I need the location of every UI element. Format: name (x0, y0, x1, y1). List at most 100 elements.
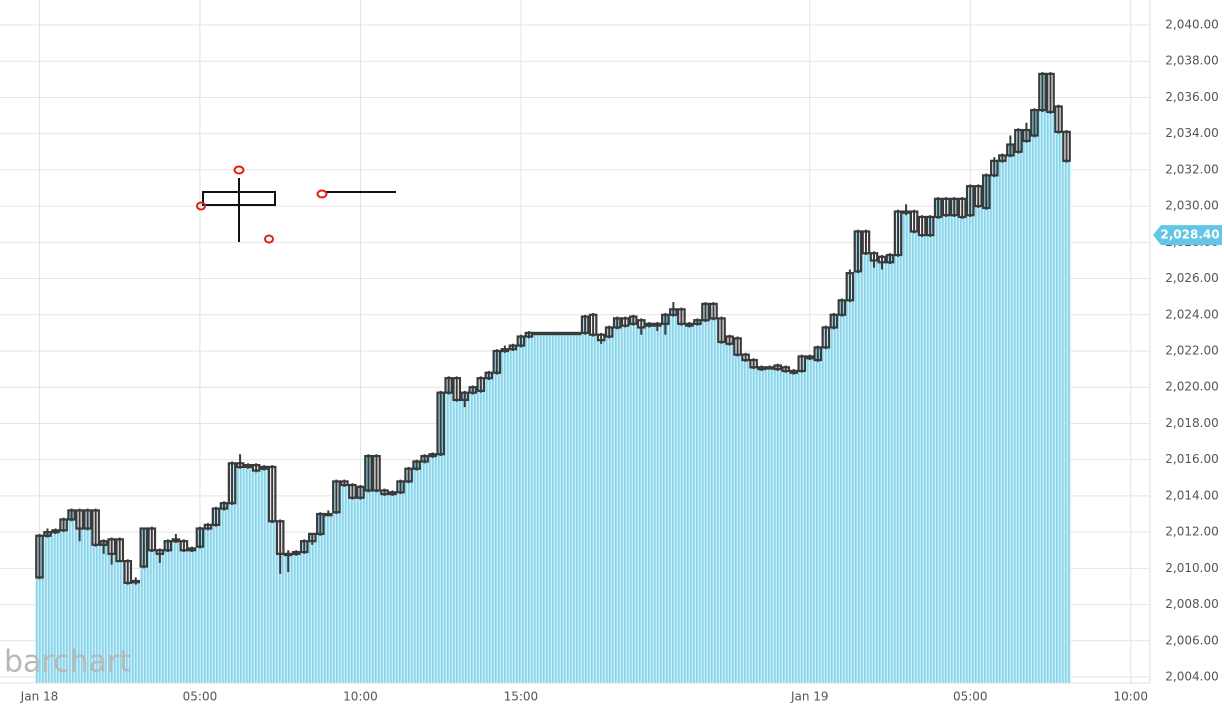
candle-body (757, 366, 766, 371)
candle-body (35, 534, 44, 579)
area-bar (67, 510, 76, 683)
area-bar (886, 255, 895, 684)
y-tick-label: 2,036.00 (1165, 90, 1218, 104)
candle-body (524, 331, 534, 338)
area-bar (1062, 160, 1071, 683)
area-bar (637, 327, 646, 683)
area-bar (565, 332, 574, 683)
user-drawing (196, 165, 396, 244)
area-bar (966, 186, 975, 683)
candle-body (861, 230, 871, 255)
candle-body (348, 483, 357, 499)
area-bar (725, 343, 734, 683)
area-bar (677, 323, 686, 683)
candle-body (428, 453, 437, 458)
candle-body (59, 518, 68, 532)
area-bar (845, 273, 855, 683)
area-bar (693, 320, 702, 683)
area-bar (147, 550, 157, 683)
candle-body (67, 509, 76, 521)
candle-body (283, 552, 293, 557)
area (35, 73, 1071, 684)
area-bar (171, 539, 181, 683)
y-tick-label: 2,038.00 (1165, 54, 1218, 68)
candle-body (693, 319, 702, 325)
candle-body (444, 377, 454, 394)
candle-body (163, 540, 173, 552)
y-tick-label: 2,018.00 (1165, 416, 1218, 430)
candle-body (340, 480, 349, 487)
area-bar (974, 206, 983, 683)
candle-body (235, 462, 245, 469)
candle-body (829, 313, 839, 329)
area-bar (316, 514, 325, 683)
candle-body (701, 302, 710, 322)
area-bar (460, 392, 469, 683)
candle-body (773, 364, 782, 371)
candle-body (243, 464, 253, 469)
y-tick-label: 2,008.00 (1165, 597, 1218, 611)
candle-body (580, 315, 590, 334)
candle-body (267, 465, 277, 523)
area-bar (1054, 131, 1063, 683)
candle-body (291, 550, 301, 555)
drawn-circle (233, 165, 245, 175)
y-tick-label: 2,012.00 (1165, 525, 1218, 539)
candle-body (299, 540, 309, 554)
candle-body (436, 391, 445, 456)
area-bar (388, 494, 397, 683)
candle-body (307, 532, 317, 543)
candle-body (131, 579, 141, 584)
candle-body (356, 485, 365, 499)
candle-body (99, 540, 108, 546)
candle-body (885, 253, 895, 264)
area-bar (107, 553, 116, 683)
candle-body (43, 531, 52, 537)
candle-body (404, 467, 413, 483)
candle-body (564, 331, 574, 336)
area-bar (99, 541, 108, 683)
area-bar (228, 463, 237, 683)
candle-body (179, 540, 189, 552)
area-bar (982, 175, 991, 684)
candle-body (492, 349, 502, 374)
candle-body (452, 377, 462, 402)
area-bar (123, 582, 132, 683)
candle-body (998, 154, 1007, 162)
candle-body (380, 489, 389, 496)
candle-body (901, 210, 911, 214)
y-tick-label: 2,006.00 (1165, 633, 1218, 647)
candle-body (965, 185, 975, 217)
area-bar (950, 198, 959, 684)
candle-body (1062, 130, 1071, 162)
area-bar (163, 541, 173, 683)
candle-body (805, 355, 815, 360)
candle-body (484, 371, 494, 380)
candle-body (324, 512, 333, 517)
candle-body (837, 299, 847, 316)
candle-body (917, 215, 927, 237)
candle-body (75, 509, 84, 530)
watermark: barchart (4, 645, 131, 680)
candle-body (1046, 72, 1055, 114)
area-bar (179, 550, 189, 683)
area-bar (396, 481, 405, 683)
candle-body (725, 335, 734, 345)
candle-body (853, 230, 863, 273)
candle-body (219, 502, 229, 510)
x-tick-label: 05:00 (953, 690, 988, 704)
candle-body (572, 331, 582, 336)
candle-body (516, 335, 526, 347)
area-bar (1030, 110, 1039, 684)
area-bar (508, 345, 518, 683)
candle-body (372, 454, 381, 492)
candle-body (749, 358, 758, 369)
area-bar (902, 211, 911, 684)
area-bar (187, 548, 197, 683)
area-bar (516, 336, 526, 683)
area-bar (709, 318, 718, 683)
candle-body (990, 159, 999, 177)
area-bar (436, 392, 445, 683)
area-bar (75, 528, 84, 683)
candle-body (677, 308, 686, 325)
